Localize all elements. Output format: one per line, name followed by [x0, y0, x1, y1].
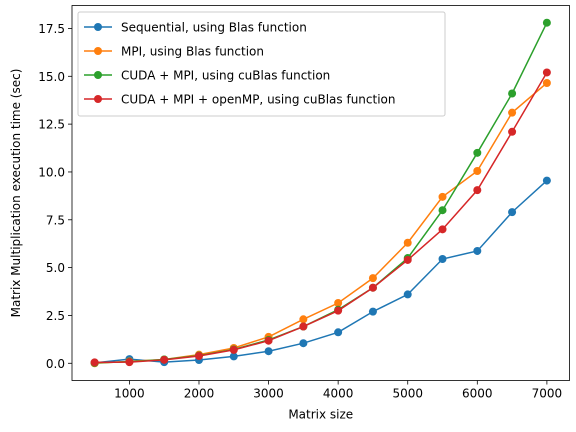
legend: Sequential, using Blas function MPI, usin…	[77, 11, 446, 117]
data-point	[542, 18, 551, 27]
data-point	[438, 192, 447, 201]
legend-marker	[94, 23, 102, 31]
x-axis: 1000 2000 3000 4000 5000 6000 7000	[114, 380, 563, 401]
data-point	[542, 78, 551, 87]
data-point	[299, 339, 308, 348]
legend-item: Sequential, using Blas function	[84, 21, 307, 35]
series-line	[94, 180, 548, 364]
data-point	[473, 246, 482, 255]
x-tick-label: 7000	[532, 387, 563, 401]
data-point	[403, 290, 412, 299]
y-tick-label: 15.0	[38, 70, 65, 84]
data-point	[299, 315, 308, 324]
data-point	[368, 307, 377, 316]
x-tick-label: 3000	[253, 387, 284, 401]
y-tick-label: 0.0	[46, 357, 65, 371]
data-point	[90, 358, 99, 367]
data-point	[542, 68, 551, 77]
data-point	[194, 352, 203, 361]
data-point	[264, 336, 273, 345]
data-point	[264, 347, 273, 356]
x-tick-label: 1000	[114, 387, 145, 401]
data-point	[438, 255, 447, 264]
data-point	[473, 166, 482, 175]
data-point	[508, 89, 517, 98]
y-tick-label: 7.5	[46, 213, 65, 227]
data-point	[160, 355, 169, 364]
data-point	[473, 186, 482, 195]
data-point	[473, 148, 482, 157]
y-axis: 0.0 2.5 5.0 7.5 10.0 12.5 15.0 17.5	[38, 22, 72, 371]
data-point	[229, 352, 238, 361]
legend-marker	[94, 71, 102, 79]
y-tick-label: 2.5	[46, 309, 65, 323]
data-point	[508, 127, 517, 136]
legend-marker	[94, 95, 102, 103]
series-line	[94, 72, 548, 364]
plot-marks	[90, 18, 551, 368]
data-point	[334, 299, 343, 308]
x-tick-label: 2000	[184, 387, 215, 401]
data-point	[438, 225, 447, 234]
series-line	[94, 82, 548, 365]
legend-label: MPI, using Blas function	[121, 45, 264, 59]
legend-label: CUDA + MPI + openMP, using cuBlas functi…	[121, 93, 396, 107]
data-point	[403, 255, 412, 264]
data-point	[229, 345, 238, 354]
data-point	[542, 176, 551, 185]
legend-box	[77, 11, 446, 117]
data-point	[403, 238, 412, 247]
data-point	[299, 322, 308, 331]
data-point	[334, 306, 343, 315]
legend-label: Sequential, using Blas function	[121, 21, 307, 35]
x-tick-label: 4000	[323, 387, 354, 401]
y-axis-label: Matrix Multiplication execution time (se…	[9, 69, 23, 318]
x-tick-label: 6000	[462, 387, 493, 401]
legend-marker	[94, 47, 102, 55]
data-point	[508, 108, 517, 117]
data-point	[125, 358, 134, 367]
plot-frame	[71, 5, 570, 381]
y-tick-label: 12.5	[38, 118, 65, 132]
x-tick-label: 5000	[392, 387, 423, 401]
legend-item: CUDA + MPI + openMP, using cuBlas functi…	[84, 93, 396, 107]
y-tick-label: 10.0	[38, 165, 65, 179]
y-tick-label: 17.5	[38, 22, 65, 36]
x-axis-label: Matrix size	[288, 408, 353, 422]
data-point	[508, 208, 517, 217]
y-tick-label: 5.0	[46, 261, 65, 275]
legend-label: CUDA + MPI, using cuBlas function	[121, 69, 330, 83]
data-point	[368, 283, 377, 292]
legend-item: MPI, using Blas function	[84, 45, 264, 59]
legend-item: CUDA + MPI, using cuBlas function	[84, 69, 330, 83]
data-point	[368, 274, 377, 283]
data-point	[438, 206, 447, 215]
data-point	[334, 328, 343, 337]
